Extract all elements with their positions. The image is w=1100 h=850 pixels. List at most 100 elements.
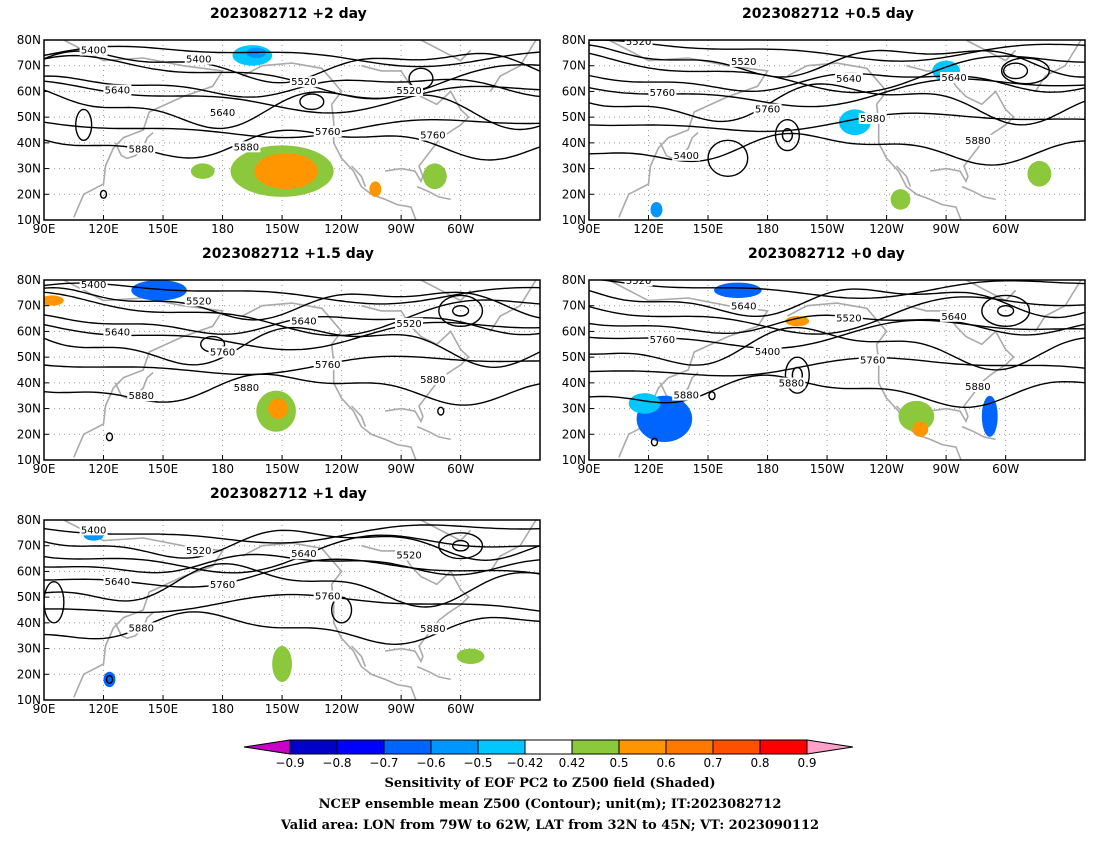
contour-label: 5520 [396, 319, 421, 330]
colorbar-label: 0.7 [703, 756, 722, 770]
z500-contour [44, 611, 540, 646]
plot-frame [43, 519, 541, 701]
contour-label: 5520 [186, 296, 211, 307]
lon-tick-label: 60W [992, 222, 1019, 236]
lon-tick-label: 180 [211, 462, 234, 476]
colorbar-swatch [524, 739, 573, 755]
lat-tick-label: 80N [562, 33, 586, 47]
z500-contour [589, 52, 1085, 94]
z500-closed-contour [75, 108, 93, 141]
lat-tick-label: 50N [17, 110, 41, 124]
z500-contour [589, 83, 1085, 126]
z500-closed-contour [781, 128, 794, 143]
contour-label: 5760 [755, 105, 780, 116]
lon-tick-label: 150W [810, 222, 845, 236]
z500-contour [44, 286, 540, 321]
lon-tick-label: 120W [869, 222, 904, 236]
sensitivity-shading [44, 295, 64, 306]
contour-label: 5760 [210, 347, 235, 358]
coastline [965, 40, 1017, 62]
z500-contour [44, 524, 540, 544]
contour-label: 5880 [779, 379, 804, 390]
map-panel-plus15-day: 5400 5520 5640 5520 5640 5760 5760 5880 5880 5880… [17, 273, 541, 476]
plot-frame [588, 39, 1086, 221]
lon-tick-label: 90E [33, 462, 56, 476]
lat-tick-label: 40N [562, 376, 586, 390]
lon-tick-label: 90E [33, 222, 56, 236]
z500-contour [589, 112, 1085, 133]
coastline [1034, 280, 1082, 332]
coastline [787, 302, 962, 460]
contour-label: 5520 [836, 314, 861, 325]
colorbar-label: −0.7 [369, 756, 398, 770]
coastline [961, 185, 996, 201]
lat-tick-label: 70N [17, 299, 41, 313]
lon-tick-label: 60W [447, 702, 474, 716]
lat-tick-label: 50N [17, 590, 41, 604]
lon-tick-label: 120W [869, 462, 904, 476]
lat-tick-label: 10N [17, 213, 41, 227]
lat-tick-label: 40N [17, 376, 41, 390]
contour-label: 5640 [731, 301, 756, 312]
z500-contour [44, 373, 540, 406]
z500-closed-contour [438, 294, 484, 327]
lon-tick-label: 90W [388, 462, 415, 476]
lon-tick-label: 90E [578, 462, 601, 476]
colorbar-swatch [289, 739, 338, 755]
sensitivity-shading [650, 202, 663, 218]
lon-tick-label: 150W [265, 702, 300, 716]
sensitivity-shading [981, 395, 998, 437]
contour-label: 5640 [105, 86, 130, 97]
plot-frame [43, 279, 541, 461]
z500-contour [44, 562, 540, 608]
lat-tick-label: 60N [17, 564, 41, 578]
coastline [416, 185, 451, 201]
coastline [489, 520, 537, 572]
contour-label: 5520 [396, 550, 421, 561]
colorbar-label: 0.9 [797, 756, 816, 770]
contour-label: 5760 [420, 131, 445, 142]
lon-tick-label: 180 [756, 462, 779, 476]
colorbar-label: 0.8 [750, 756, 769, 770]
z500-contour [589, 44, 1085, 78]
lat-tick-label: 10N [562, 213, 586, 227]
z500-contour [589, 374, 1085, 409]
contour-label: 5760 [650, 335, 675, 346]
contour-label: 5520 [186, 546, 211, 557]
lat-tick-label: 40N [17, 616, 41, 630]
lon-tick-label: 60W [992, 462, 1019, 476]
sensitivity-shading [190, 163, 215, 179]
sensitivity-shading [268, 398, 289, 419]
coastline [63, 520, 224, 698]
colorbar-label: −0.6 [416, 756, 445, 770]
panel-title-plus15: 2023082712 +1.5 day [202, 246, 374, 262]
z500-contour [589, 40, 1085, 62]
map-panel-plus2-day: 5400 5400 5520 5520 5640 5640 5760 5760 5880 5880… [17, 33, 541, 236]
colorbar-label: −0.9 [275, 756, 304, 770]
plot-frame [43, 39, 541, 221]
contour-label: 5760 [315, 592, 340, 603]
z500-contour [44, 355, 540, 376]
lat-tick-label: 20N [562, 427, 586, 441]
sensitivity-shading [785, 316, 810, 327]
z500-contour [44, 593, 540, 614]
lon-tick-label: 150W [265, 462, 300, 476]
coastline [895, 165, 912, 187]
sensitivity-shading [890, 189, 911, 210]
z500-closed-contour [997, 305, 1015, 317]
caption-line-3: Valid area: LON from 79W to 62W, LAT fro… [280, 818, 820, 833]
lat-tick-label: 20N [17, 667, 41, 681]
sensitivity-shading [713, 282, 762, 298]
z500-contour [44, 129, 540, 161]
lat-tick-label: 20N [17, 427, 41, 441]
contour-label: 5880 [234, 383, 259, 394]
coastline [361, 544, 470, 664]
lat-tick-label: 30N [17, 402, 41, 416]
coastline [1034, 40, 1082, 92]
contour-label: 5760 [210, 580, 235, 591]
z500-contour [44, 282, 540, 305]
z500-closed-contour [452, 305, 470, 317]
lon-tick-label: 120E [633, 222, 664, 236]
lon-tick-label: 60W [447, 222, 474, 236]
sensitivity-shading [456, 648, 485, 664]
